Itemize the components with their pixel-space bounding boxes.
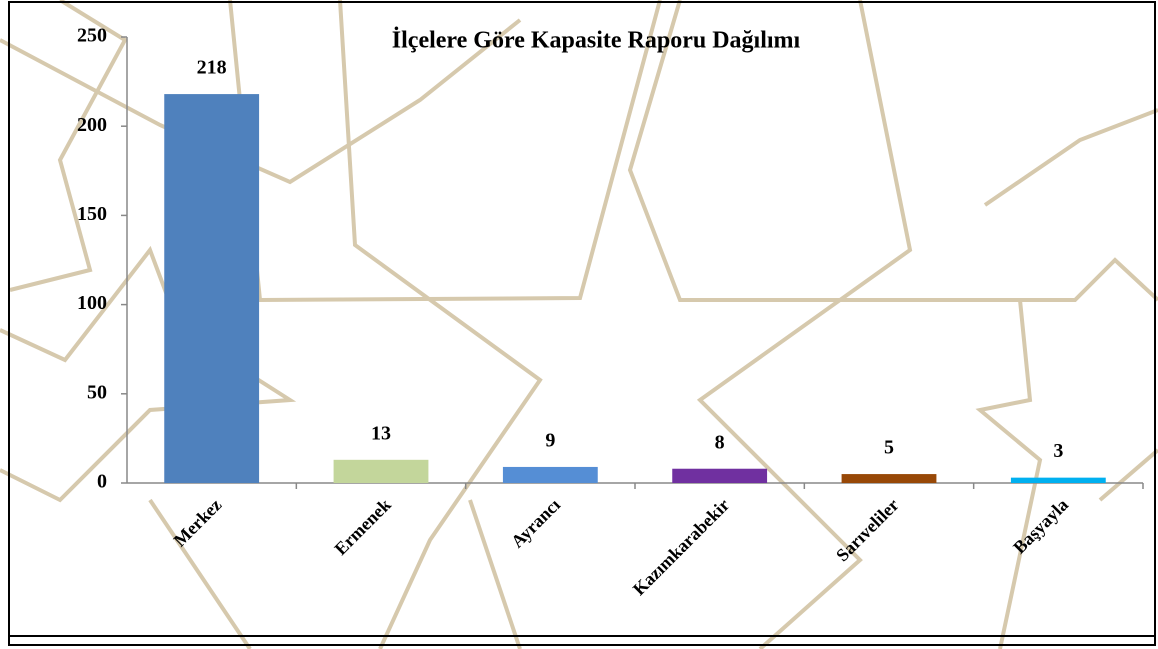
- y-tick-label: 250: [77, 25, 107, 47]
- x-tick-label: Sarıveliler: [832, 495, 903, 566]
- y-tick-label: 0: [97, 471, 107, 493]
- bar: [164, 94, 259, 483]
- value-label: 8: [715, 431, 725, 453]
- y-tick-label: 150: [77, 203, 107, 225]
- value-label: 218: [197, 57, 227, 79]
- y-tick-label: 200: [77, 114, 107, 136]
- value-label: 5: [884, 437, 894, 459]
- bar: [503, 467, 598, 483]
- bar: [672, 469, 767, 483]
- value-label: 13: [371, 422, 391, 444]
- chart: İlçelere Göre Kapasite Raporu Dağılımı 0…: [0, 0, 1158, 649]
- bar: [842, 474, 937, 483]
- x-tick-label: Ermenek: [330, 495, 394, 559]
- x-tick-label: Ayrancı: [507, 495, 564, 552]
- value-label: 9: [545, 430, 555, 452]
- x-tick-label: Başyayla: [1009, 495, 1072, 558]
- x-tick-label: Kazımkarabekir: [629, 495, 734, 600]
- chart-title: İlçelere Göre Kapasite Raporu Dağılımı: [392, 28, 801, 54]
- value-label: 3: [1053, 440, 1063, 462]
- bar: [1011, 478, 1106, 483]
- x-tick-label: Merkez: [170, 495, 226, 551]
- y-tick-label: 50: [87, 381, 107, 403]
- y-tick-label: 100: [77, 292, 107, 314]
- bar: [334, 460, 429, 483]
